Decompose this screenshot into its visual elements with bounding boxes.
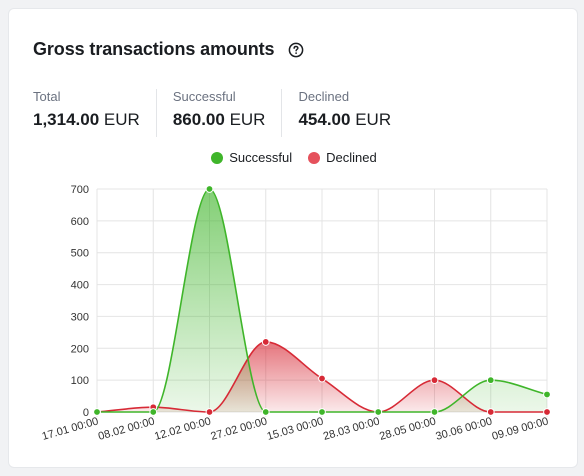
data-point-successful xyxy=(374,408,383,416)
question-circle-icon[interactable] xyxy=(288,42,304,58)
card-title: Gross transactions amounts xyxy=(33,39,275,59)
x-tick-label: 08.02 00:00 xyxy=(97,415,156,443)
x-tick-label: 15.03 00:00 xyxy=(266,415,325,443)
y-tick-label: 500 xyxy=(71,248,89,260)
x-tick-label: 09.09 00:00 xyxy=(491,415,550,443)
data-point-successful xyxy=(486,376,495,385)
x-tick-label: 28.05 00:00 xyxy=(378,415,437,443)
data-point-declined xyxy=(205,408,214,416)
y-tick-label: 0 xyxy=(83,407,89,419)
x-tick-label: 28.03 00:00 xyxy=(322,415,381,443)
x-tick-label: 30.06 00:00 xyxy=(434,415,493,443)
data-point-successful xyxy=(93,408,101,416)
legend-item-declined[interactable]: Declined xyxy=(308,150,377,165)
series-area-successful xyxy=(97,189,547,412)
stat-currency: EUR xyxy=(355,110,392,129)
data-point-declined xyxy=(318,374,326,383)
y-tick-label: 700 xyxy=(71,184,89,196)
data-point-declined xyxy=(543,408,551,416)
stat-value: 454.00 EUR xyxy=(298,110,391,130)
stat-currency: EUR xyxy=(229,110,266,129)
legend-label: Successful xyxy=(229,150,293,165)
x-tick-label: 12.02 00:00 xyxy=(153,415,212,443)
y-tick-label: 100 xyxy=(71,375,89,387)
transactions-card: Gross transactions amounts Total 1,314.0… xyxy=(8,8,578,468)
x-tick-label: 27.02 00:00 xyxy=(209,415,268,443)
legend-item-successful[interactable]: Successful xyxy=(211,150,292,165)
stat-value: 1,314.00 EUR xyxy=(33,110,140,130)
data-point-declined xyxy=(486,408,495,416)
stat-label: Declined xyxy=(298,89,350,104)
stat-amount: 1,314.00 xyxy=(33,110,100,129)
data-point-successful xyxy=(261,408,270,416)
stat-label: Total xyxy=(33,89,61,104)
stat-successful: Successful 860.00 EUR xyxy=(155,89,282,137)
y-tick-label: 300 xyxy=(71,311,89,323)
data-point-declined xyxy=(261,338,270,346)
stat-amount: 454.00 xyxy=(298,110,351,129)
data-point-successful xyxy=(149,408,158,416)
stat-amount: 860.00 xyxy=(172,110,225,129)
x-tick-label: 17.01 00:00 xyxy=(41,415,100,443)
data-point-successful xyxy=(430,408,439,416)
series-area-declined xyxy=(97,341,547,412)
stat-total: Total 1,314.00 EUR xyxy=(33,89,156,137)
y-tick-label: 200 xyxy=(71,343,89,355)
y-tick-label: 400 xyxy=(71,280,89,292)
chart-legend: Successful Declined xyxy=(9,150,579,165)
stat-value: 860.00 EUR xyxy=(173,110,266,130)
data-point-declined xyxy=(430,376,439,385)
legend-label: Declined xyxy=(326,150,377,165)
data-point-successful xyxy=(318,408,326,416)
summary-stats: Total 1,314.00 EUR Successful 860.00 EUR… xyxy=(33,89,407,137)
card-header: Gross transactions amounts xyxy=(33,39,304,60)
legend-swatch xyxy=(211,151,224,164)
y-tick-label: 600 xyxy=(71,216,89,228)
data-point-successful xyxy=(543,390,551,399)
data-point-successful xyxy=(205,185,214,193)
stat-label: Successful xyxy=(172,89,236,104)
legend-swatch xyxy=(308,151,321,164)
stat-currency: EUR xyxy=(103,110,140,129)
stat-declined: Declined 454.00 EUR xyxy=(281,89,407,137)
